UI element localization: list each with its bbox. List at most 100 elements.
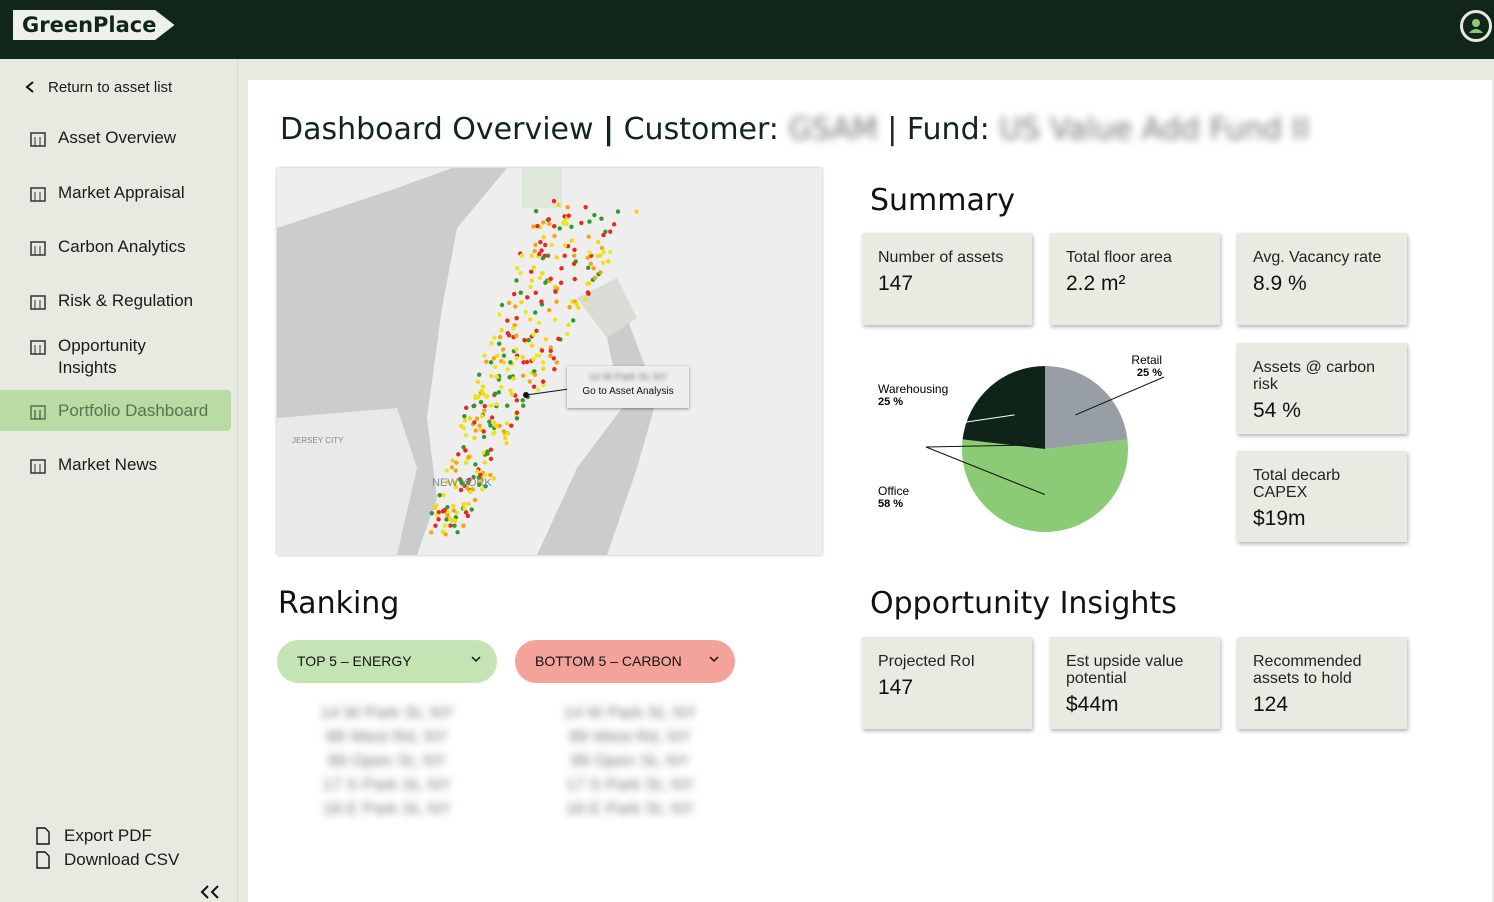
asset-dot	[488, 403, 494, 408]
asset-dot	[586, 291, 591, 297]
asset-dot	[465, 513, 471, 519]
ranking-list: 14 W Park St, NY 89 West Rd, NY 99 Open St…	[520, 701, 740, 821]
brand-logo[interactable]: GreenPlace	[13, 10, 175, 40]
asset-dot	[495, 353, 500, 358]
asset-dot	[476, 482, 482, 488]
map-tooltip[interactable]: 14 W Park St, NY Go to Asset Analysis	[567, 366, 689, 408]
ranking-item: 14 W Park St, NY	[563, 703, 697, 722]
asset-dot	[569, 238, 574, 243]
asset-dot	[499, 327, 504, 333]
pie-value-label: 25 %	[878, 396, 903, 408]
asset-dot	[437, 492, 442, 498]
asset-dot	[480, 384, 486, 389]
asset-dot	[558, 280, 564, 285]
asset-dot	[481, 429, 486, 434]
asset-dot	[603, 229, 608, 235]
metric-card: Est upside value potential $44m	[1050, 637, 1220, 729]
asset-dot	[591, 266, 596, 271]
asset-dot	[462, 418, 468, 423]
asset-dot	[467, 416, 473, 421]
asset-dot	[492, 335, 497, 340]
nav-icon	[30, 459, 46, 474]
asset-dot	[497, 423, 502, 429]
asset-dot	[476, 372, 482, 377]
nav-item[interactable]: Market News	[0, 454, 231, 476]
asset-dot	[541, 220, 546, 225]
customer-label: Customer:	[623, 112, 779, 147]
ranking-item: 18 E Park St, NY	[322, 799, 452, 818]
metric-card: Number of assets 147	[862, 233, 1032, 325]
nav-icon	[30, 405, 46, 420]
asset-dot	[494, 401, 499, 407]
asset-dot	[483, 484, 488, 489]
asset-dot	[449, 518, 455, 523]
asset-map[interactable]: JERSEY CITY NEW YORK 14 W Park St, NY Go…	[277, 168, 822, 555]
asset-dot	[473, 428, 478, 433]
asset-dot	[532, 248, 537, 254]
asset-dot	[461, 501, 467, 507]
asset-dot	[514, 410, 520, 415]
export-pdf[interactable]: Export PDF	[0, 826, 231, 846]
card-value: 124	[1253, 693, 1289, 716]
asset-dot	[611, 222, 617, 227]
download-csv[interactable]: Download CSV	[0, 850, 231, 870]
asset-dot	[519, 253, 524, 258]
nav-label: Asset Overview	[58, 128, 177, 147]
asset-dot	[554, 255, 560, 260]
asset-dot	[514, 333, 519, 338]
asset-dot	[565, 331, 570, 337]
asset-dot	[574, 301, 579, 307]
nav-label: Portfolio Dashboard	[58, 401, 209, 420]
nav-item[interactable]: Opportunity Insights	[0, 335, 190, 379]
asset-dot	[463, 460, 469, 465]
asset-dot	[562, 253, 567, 258]
asset-dot	[514, 315, 519, 321]
asset-dot	[518, 290, 523, 295]
asset-dot	[539, 248, 544, 253]
nav-item[interactable]: Risk & Regulation	[0, 290, 231, 312]
asset-dot	[472, 436, 477, 441]
asset-dot	[528, 317, 533, 322]
user-avatar[interactable]	[1460, 10, 1492, 42]
ranking-dropdown[interactable]: TOP 5 – ENERGY	[277, 640, 497, 683]
roosevelt	[577, 278, 637, 338]
asset-dot	[463, 448, 468, 453]
nav-item[interactable]: Asset Overview	[0, 127, 231, 149]
summary-title: Summary	[870, 183, 1015, 218]
back-link[interactable]: Return to asset list	[0, 79, 231, 96]
card-label: Avg. Vacancy rate	[1253, 249, 1382, 266]
asset-dot	[520, 398, 525, 403]
export-text: Export PDF	[64, 826, 152, 845]
asset-dot	[588, 261, 593, 267]
asset-dot	[534, 353, 539, 358]
asset-dot	[440, 529, 446, 535]
nav-label: Opportunity Insights	[58, 336, 146, 377]
asset-dot	[452, 523, 457, 528]
asset-dot	[556, 336, 561, 341]
asset-dot	[511, 291, 517, 297]
card-label: Assets @ carbon risk	[1253, 359, 1376, 393]
asset-dot	[506, 300, 512, 306]
pie-leader	[925, 446, 1046, 496]
asset-dot	[497, 312, 502, 317]
asset-dot	[562, 243, 568, 248]
nav-item[interactable]: Carbon Analytics	[0, 236, 231, 258]
asset-dot	[569, 224, 574, 230]
asset-dot	[551, 198, 557, 204]
ranking-item: 99 Open St, NY	[570, 751, 690, 770]
nav-item[interactable]: Market Appraisal	[0, 182, 231, 204]
ranking-dropdown[interactable]: BOTTOM 5 – CARBON	[515, 640, 735, 683]
collapse-button[interactable]	[199, 884, 223, 900]
asset-dot	[529, 343, 535, 348]
asset-dot	[552, 367, 557, 372]
nav-item[interactable]: Portfolio Dashboard	[0, 390, 231, 431]
asset-dot	[541, 234, 546, 240]
asset-dot	[514, 278, 519, 283]
asset-dot	[606, 259, 611, 264]
nav-label: Carbon Analytics	[58, 237, 186, 256]
asset-dot	[537, 275, 543, 281]
asset-dot	[504, 440, 509, 446]
asset-dot	[479, 487, 485, 492]
pie-label: Warehousing	[878, 382, 948, 396]
